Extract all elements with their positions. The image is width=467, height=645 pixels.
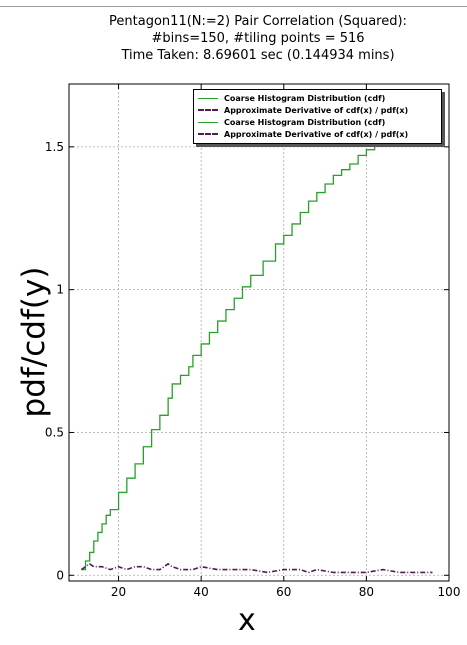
legend-entry: Coarse Histogram Distribution (cdf) <box>198 116 437 128</box>
legend-label: Coarse Histogram Distribution (cdf) <box>224 117 386 127</box>
y-tick-label: 1.5 <box>45 140 64 154</box>
x-tick-label: 40 <box>194 585 209 599</box>
y-tick-label: 0.5 <box>45 425 64 439</box>
legend-entry: Approximate Derivative of cdf(x) / pdf(x… <box>198 128 437 140</box>
grid-lines <box>69 84 449 581</box>
series-derivative-line <box>80 562 433 574</box>
x-tick-label: 80 <box>359 585 374 599</box>
legend-label: Approximate Derivative of cdf(x) / pdf(x… <box>224 105 409 115</box>
series-layer <box>80 132 433 574</box>
plot-frame <box>68 83 450 582</box>
legend-swatch-line <box>198 121 218 123</box>
x-axis-label: x <box>238 603 256 638</box>
legend-swatch-dashdot <box>198 133 218 135</box>
legend-entry: Approximate Derivative of cdf(x) / pdf(x… <box>198 104 437 116</box>
chart-title-line-3: Time Taken: 8.69601 sec (0.144934 mins) <box>121 48 395 63</box>
x-tick-label: 100 <box>438 585 461 599</box>
y-axis-label: pdf/cdf(y) <box>16 266 52 418</box>
x-tick-label: 60 <box>276 585 291 599</box>
legend-label: Approximate Derivative of cdf(x) / pdf(x… <box>224 129 409 139</box>
chart-title-line-1: Pentagon11(N:=2) Pair Correlation (Squar… <box>109 14 407 29</box>
top-divider-line <box>0 6 467 7</box>
chart-title-line-2: #bins=150, #tiling points = 516 <box>151 31 365 46</box>
x-tick-label: 20 <box>111 585 126 599</box>
legend: Coarse Histogram Distribution (cdf) Appr… <box>193 89 442 144</box>
legend-swatch-line <box>198 97 218 99</box>
legend-entry: Coarse Histogram Distribution (cdf) <box>198 92 437 104</box>
y-tick-label: 1 <box>56 283 64 297</box>
legend-label: Coarse Histogram Distribution (cdf) <box>224 93 386 103</box>
y-tick-label: 0 <box>56 568 64 582</box>
series-cdf-line <box>81 132 384 571</box>
legend-swatch-dashdot <box>198 109 218 111</box>
axis-ticks: 20 40 60 80 100 0 0.5 1 1.5 <box>45 84 461 599</box>
